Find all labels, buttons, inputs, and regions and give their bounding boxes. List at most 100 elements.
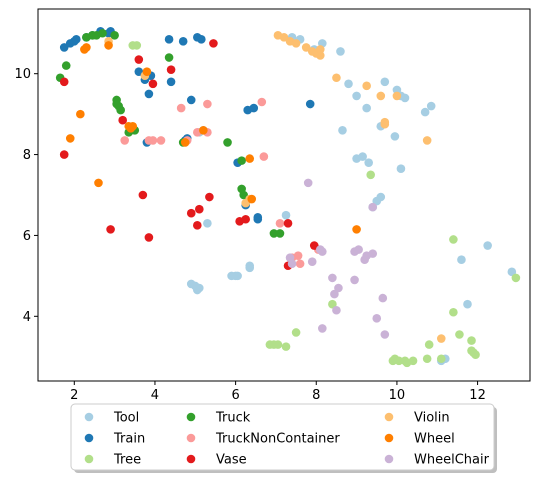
data-point <box>295 259 305 269</box>
data-point <box>426 101 436 111</box>
data-point <box>380 77 390 87</box>
legend-marker <box>186 412 196 422</box>
data-point <box>318 247 327 256</box>
plot-frame <box>37 8 531 382</box>
data-point <box>467 336 476 345</box>
data-point <box>318 324 327 333</box>
data-point <box>247 194 257 204</box>
data-point <box>253 212 263 222</box>
series-violin <box>104 30 446 343</box>
legend-marker <box>84 454 94 464</box>
legend-label: Tree <box>113 453 141 468</box>
data-point <box>352 225 361 234</box>
data-point <box>305 99 315 109</box>
data-point <box>142 67 152 76</box>
data-point <box>293 251 303 260</box>
series-truck <box>55 28 285 238</box>
data-point <box>257 97 267 107</box>
data-point <box>366 170 376 180</box>
legend-marker <box>186 433 196 443</box>
data-point <box>424 340 434 349</box>
legend-item: Vase <box>186 453 247 468</box>
axis-ticks: 2 4 6 8 10 12 4 6 8 10 <box>14 67 485 403</box>
data-point <box>186 208 196 218</box>
series-wheel <box>65 41 361 234</box>
data-point <box>352 91 361 101</box>
data-point <box>362 81 371 91</box>
data-point <box>380 119 390 129</box>
data-point <box>245 261 255 271</box>
data-point <box>249 103 259 113</box>
data-point <box>132 41 142 50</box>
data-point <box>116 105 125 115</box>
data-point <box>368 249 378 258</box>
data-point <box>106 225 115 234</box>
data-point <box>110 30 119 40</box>
data-point <box>176 103 186 113</box>
data-point <box>449 307 458 317</box>
data-point <box>178 37 188 46</box>
data-point <box>128 121 138 131</box>
legend-item: TruckNonContainer <box>186 432 340 447</box>
series-wheelchair <box>285 178 390 339</box>
data-point <box>316 51 325 60</box>
data-point <box>332 73 341 83</box>
data-point <box>309 241 319 250</box>
data-point <box>281 342 291 351</box>
data-point <box>358 152 367 161</box>
y-tick-label: 10 <box>14 67 31 82</box>
data-point <box>350 247 359 256</box>
data-point <box>120 136 129 145</box>
data-point <box>59 43 69 52</box>
data-point <box>164 53 174 62</box>
data-point <box>186 95 196 105</box>
data-point <box>134 55 144 64</box>
data-point <box>195 204 204 214</box>
series-vase <box>59 39 319 271</box>
data-point <box>301 43 311 52</box>
legend-marker <box>384 433 394 443</box>
data-point <box>281 210 291 220</box>
data-point <box>241 214 250 224</box>
data-point <box>436 334 446 343</box>
data-point <box>287 259 297 269</box>
legend-marker <box>384 412 394 422</box>
legend-label: Violin <box>414 411 450 426</box>
legend-label: Truck <box>215 411 251 426</box>
data-point <box>467 346 476 355</box>
data-point <box>273 340 283 349</box>
data-point <box>138 190 148 200</box>
data-point <box>344 79 353 89</box>
data-point <box>156 136 166 145</box>
data-point <box>334 283 343 293</box>
data-point <box>144 233 154 242</box>
data-point <box>463 299 472 309</box>
data-point <box>203 99 212 109</box>
legend-item: Violin <box>384 411 450 426</box>
data-point <box>378 293 388 303</box>
legend-item: Train <box>84 432 145 447</box>
data-point <box>364 158 373 167</box>
legend-label: WheelChair <box>414 453 490 468</box>
x-tick-label: 10 <box>389 388 406 403</box>
data-point <box>400 93 410 103</box>
data-point <box>269 229 279 238</box>
data-point <box>338 126 347 135</box>
legend-item: WheelChair <box>384 453 490 468</box>
data-point <box>457 255 466 264</box>
data-point <box>148 136 158 145</box>
data-point <box>275 229 285 238</box>
data-point <box>316 45 325 54</box>
data-point <box>368 202 378 212</box>
series-tool <box>186 33 517 366</box>
series-trucknoncontainer <box>120 97 323 269</box>
series-train <box>59 26 315 224</box>
data-point <box>372 196 382 206</box>
data-point <box>291 328 301 337</box>
data-point <box>380 330 390 339</box>
y-tick-label: 8 <box>23 148 31 163</box>
data-point <box>245 154 255 163</box>
data-point <box>134 67 144 76</box>
data-point <box>420 107 430 117</box>
data-point <box>82 43 91 52</box>
